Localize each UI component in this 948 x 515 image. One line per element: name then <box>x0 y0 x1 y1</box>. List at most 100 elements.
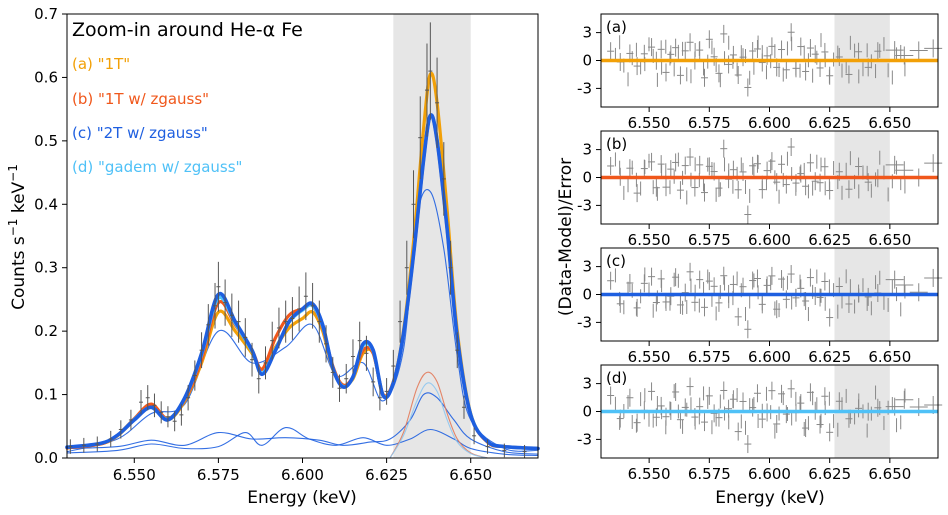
residual-point <box>696 155 704 174</box>
residual-point <box>681 156 689 175</box>
residual-point <box>749 398 757 417</box>
residual-x-tick-label: 6.650 <box>868 348 911 366</box>
main-x-ticks: 6.550 6.575 6.600 6.625 6.650 <box>113 458 492 484</box>
y-tick-label: 0.7 <box>34 5 58 23</box>
residual-panel-tag: (c) <box>606 252 626 270</box>
data-point <box>172 411 177 432</box>
residual-panels: (a) 3 0 -3 6.550 6.575 6.600 6.625 6.650 (b) 3 0 -3 6… <box>577 13 943 483</box>
residual-point <box>782 405 790 424</box>
residual-point <box>686 377 694 396</box>
main-shaded-region <box>393 14 471 458</box>
data-point <box>337 374 342 402</box>
residual-point <box>821 157 829 176</box>
main-title: Zoom-in around He-α Fe <box>72 19 303 41</box>
residual-point <box>763 276 771 295</box>
main-y-ticks: 0.0 0.1 0.2 0.3 0.4 0.5 0.6 0.7 <box>34 5 67 467</box>
residual-point <box>773 414 781 433</box>
data-point <box>290 297 295 340</box>
residual-point <box>720 139 728 158</box>
residual-point <box>739 277 747 296</box>
residual-point <box>725 55 733 74</box>
data-point <box>229 293 234 338</box>
residual-point <box>855 42 863 61</box>
residual-point <box>753 154 761 173</box>
residual-point <box>811 172 819 191</box>
data-point <box>377 385 382 411</box>
data-point <box>256 363 261 394</box>
residual-point <box>744 435 752 454</box>
data-point <box>350 339 355 374</box>
data-point <box>159 401 164 424</box>
residual-point <box>753 39 761 58</box>
residual-point <box>691 178 699 197</box>
residual-x-tick-label: 6.600 <box>748 348 791 366</box>
x-tick-label: 6.600 <box>281 466 324 484</box>
series-line-component-2 <box>66 392 539 455</box>
residual-point <box>885 155 904 174</box>
series-line-component-4-zgauss <box>389 371 489 459</box>
data-point <box>522 444 527 459</box>
data-point <box>310 282 315 329</box>
residual-point <box>705 272 713 291</box>
residual-point <box>802 62 810 81</box>
y-tick-label: 0.2 <box>34 322 58 340</box>
residual-point <box>681 283 689 302</box>
data-point <box>357 321 362 360</box>
main-data-points <box>68 22 527 459</box>
residual-point <box>778 40 786 59</box>
residual-x-tick-label: 6.600 <box>748 465 791 483</box>
residual-point <box>705 30 713 49</box>
data-point <box>317 300 322 343</box>
data-point <box>81 437 86 453</box>
residual-point <box>835 47 843 66</box>
residual-point <box>686 262 694 281</box>
data-point <box>270 321 275 360</box>
residual-point <box>744 320 752 339</box>
residual-y-tick-label: -3 <box>577 79 592 97</box>
residual-y-tick-label: 3 <box>582 141 592 159</box>
residual-panel-tag: (b) <box>606 135 627 153</box>
residual-point <box>662 63 670 82</box>
residual-y-tick-label: 0 <box>582 286 592 304</box>
residual-point <box>835 277 843 296</box>
data-point <box>165 406 170 428</box>
ylabel-part-1: Counts s <box>9 236 29 310</box>
legend-entry-c: (c) "2T w/ zgauss" <box>72 124 208 142</box>
residual-point <box>845 294 853 313</box>
residual-point <box>778 270 786 289</box>
legend-entry-a: (a) "1T" <box>72 55 130 73</box>
residual-point <box>667 160 675 179</box>
residual-x-tick-label: 6.550 <box>628 465 671 483</box>
residual-point <box>885 270 904 289</box>
residual-panel-a: (a) 3 0 -3 6.550 6.575 6.600 6.625 6.650 <box>577 13 943 132</box>
series-line-component-5-zgauss <box>389 382 489 459</box>
y-tick-label: 0.6 <box>34 68 58 86</box>
residual-point <box>845 180 853 199</box>
residual-x-tick-label: 6.600 <box>748 231 791 249</box>
residual-x-tick-label: 6.550 <box>628 348 671 366</box>
ylabel-sup-1: −1 <box>6 219 20 237</box>
data-point <box>213 282 218 329</box>
ylabel-sup-2: −1 <box>6 164 20 182</box>
data-point <box>455 332 460 369</box>
residual-x-tick-label: 6.550 <box>628 231 671 249</box>
residual-point <box>607 271 615 290</box>
data-point <box>108 430 113 448</box>
residual-x-tick-label: 6.650 <box>868 114 911 132</box>
legend-entry-b: (b) "1T w/ zgauss" <box>72 90 209 108</box>
data-point <box>344 363 349 394</box>
residual-point <box>734 180 742 199</box>
residual-x-tick-label: 6.575 <box>688 465 731 483</box>
residual-point <box>924 154 943 173</box>
data-point <box>68 439 73 454</box>
residual-x-tick-label: 6.625 <box>808 231 851 249</box>
residual-y-tick-label: 0 <box>582 403 592 421</box>
residual-point <box>778 155 786 174</box>
residual-point <box>768 37 776 56</box>
main-spectrum-panel: 6.550 6.575 6.600 6.625 6.650 0.00.10.20.30.… <box>6 5 540 508</box>
residual-point <box>715 293 723 312</box>
residual-point <box>652 293 660 312</box>
residual-point <box>701 68 709 87</box>
residual-point <box>768 266 776 285</box>
residual-y-tick-label: 3 <box>582 24 592 42</box>
